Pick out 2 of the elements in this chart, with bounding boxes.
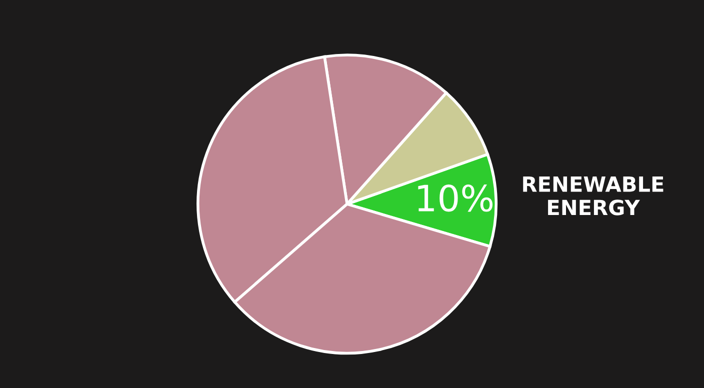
slice-label: RENEWABLE ENERGY	[523, 176, 664, 216]
data-label: 10%	[418, 184, 493, 212]
